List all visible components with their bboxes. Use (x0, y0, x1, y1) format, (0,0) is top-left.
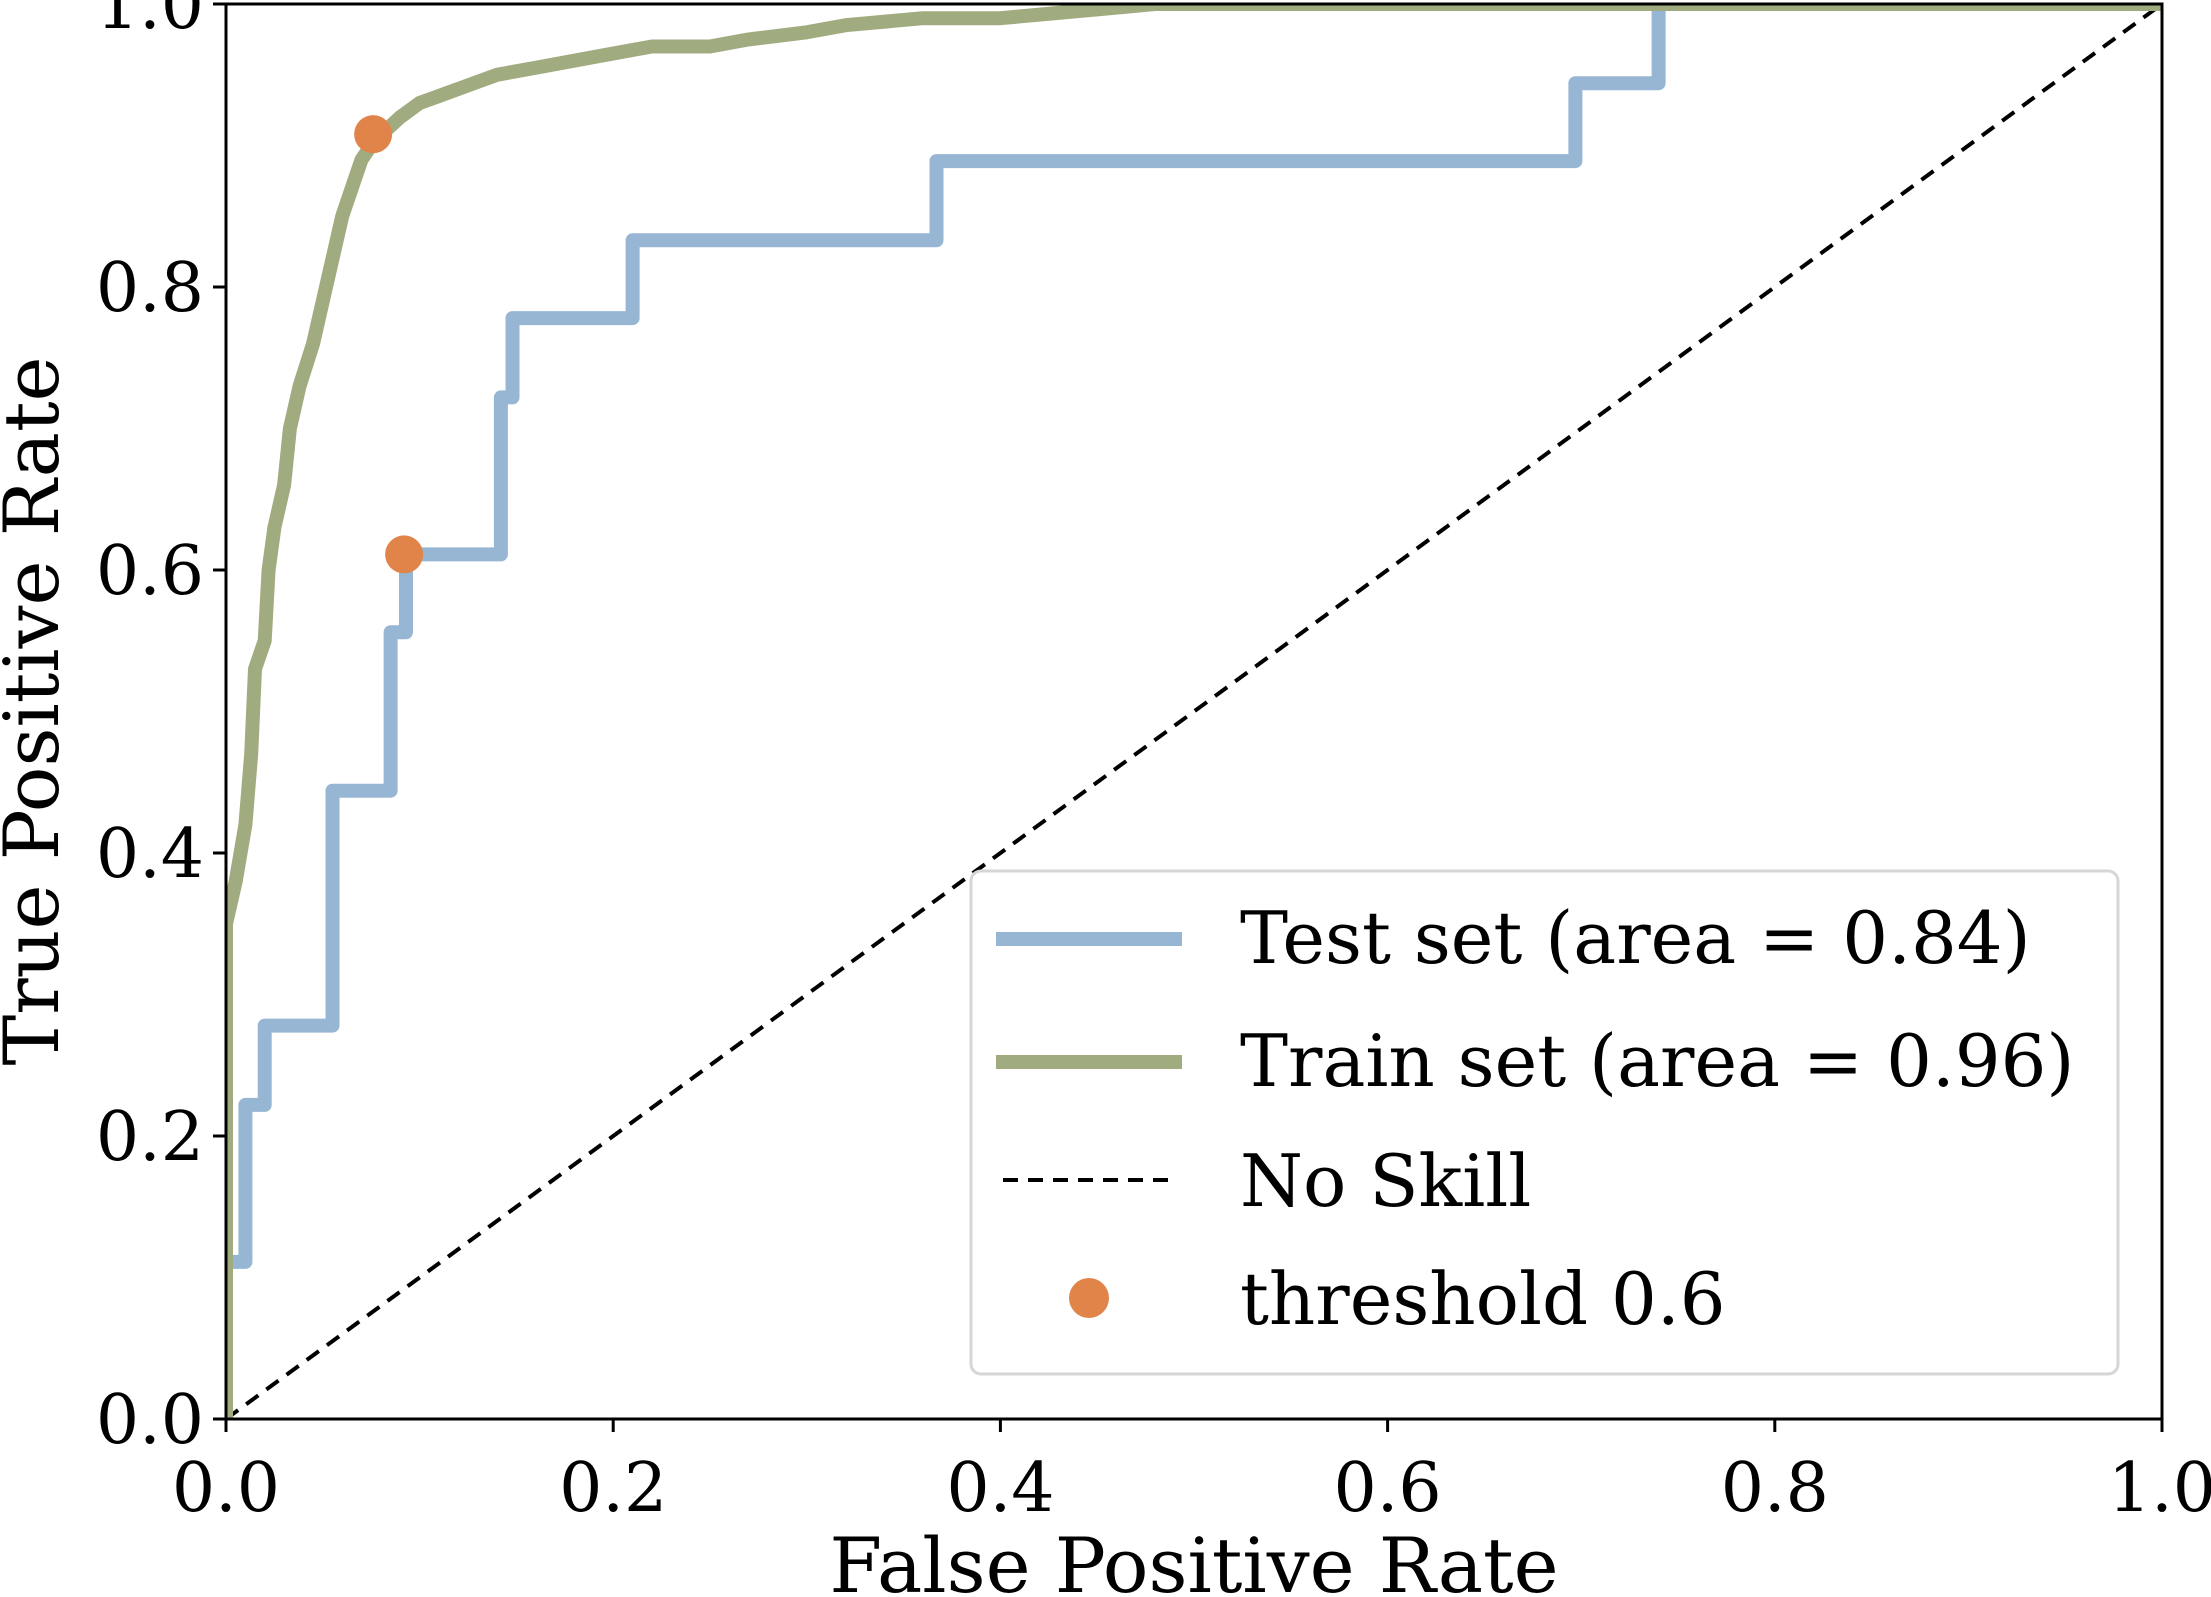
x-tick-label: 0.2 (559, 1449, 667, 1528)
legend-label-threshold: threshold 0.6 (1240, 1257, 1726, 1341)
series-layer (226, 4, 2162, 1419)
legend-label-train: Train set (area = 0.96) (1240, 1019, 2075, 1103)
plot-frame (224, 2, 2164, 1421)
legend-label-test: Test set (area = 0.84) (1240, 896, 2031, 980)
y-tick-label: 0.6 (96, 532, 204, 611)
y-axis-title: True Positive Rate (0, 357, 76, 1066)
x-tick-label: 0.8 (1721, 1449, 1829, 1528)
y-tick-label: 1.0 (96, 0, 204, 45)
x-tick-label: 0.4 (946, 1449, 1054, 1528)
x-tick-label: 1.0 (2108, 1449, 2211, 1528)
y-tick-label: 0.0 (96, 1381, 204, 1460)
y-tick-label: 0.8 (96, 249, 204, 328)
ticks-layer: 0.0 0.2 0.4 0.6 0.8 1.0 0.0 0.2 0.4 0.6 0.8 1.0 (96, 0, 2211, 1528)
y-tick-label: 0.4 (96, 815, 204, 894)
x-tick-label: 0.6 (1334, 1449, 1442, 1528)
threshold-point (385, 535, 424, 574)
threshold-point (354, 115, 393, 154)
series-test-set-area-0-84-line (226, 4, 2162, 1419)
x-tick-label: 0.0 (172, 1449, 280, 1528)
y-tick-label: 0.2 (96, 1098, 204, 1177)
legend-box (969, 869, 2120, 1376)
legend-swatch-threshold (1069, 1278, 1109, 1318)
series-train-set-area-0-96-line (226, 4, 2162, 1419)
legend: Test set (area = 0.84) Train set (area =… (969, 869, 2120, 1376)
legend-label-no-skill: No Skill (1240, 1139, 1531, 1223)
x-axis-title: False Positive Rate (829, 1521, 1558, 1597)
